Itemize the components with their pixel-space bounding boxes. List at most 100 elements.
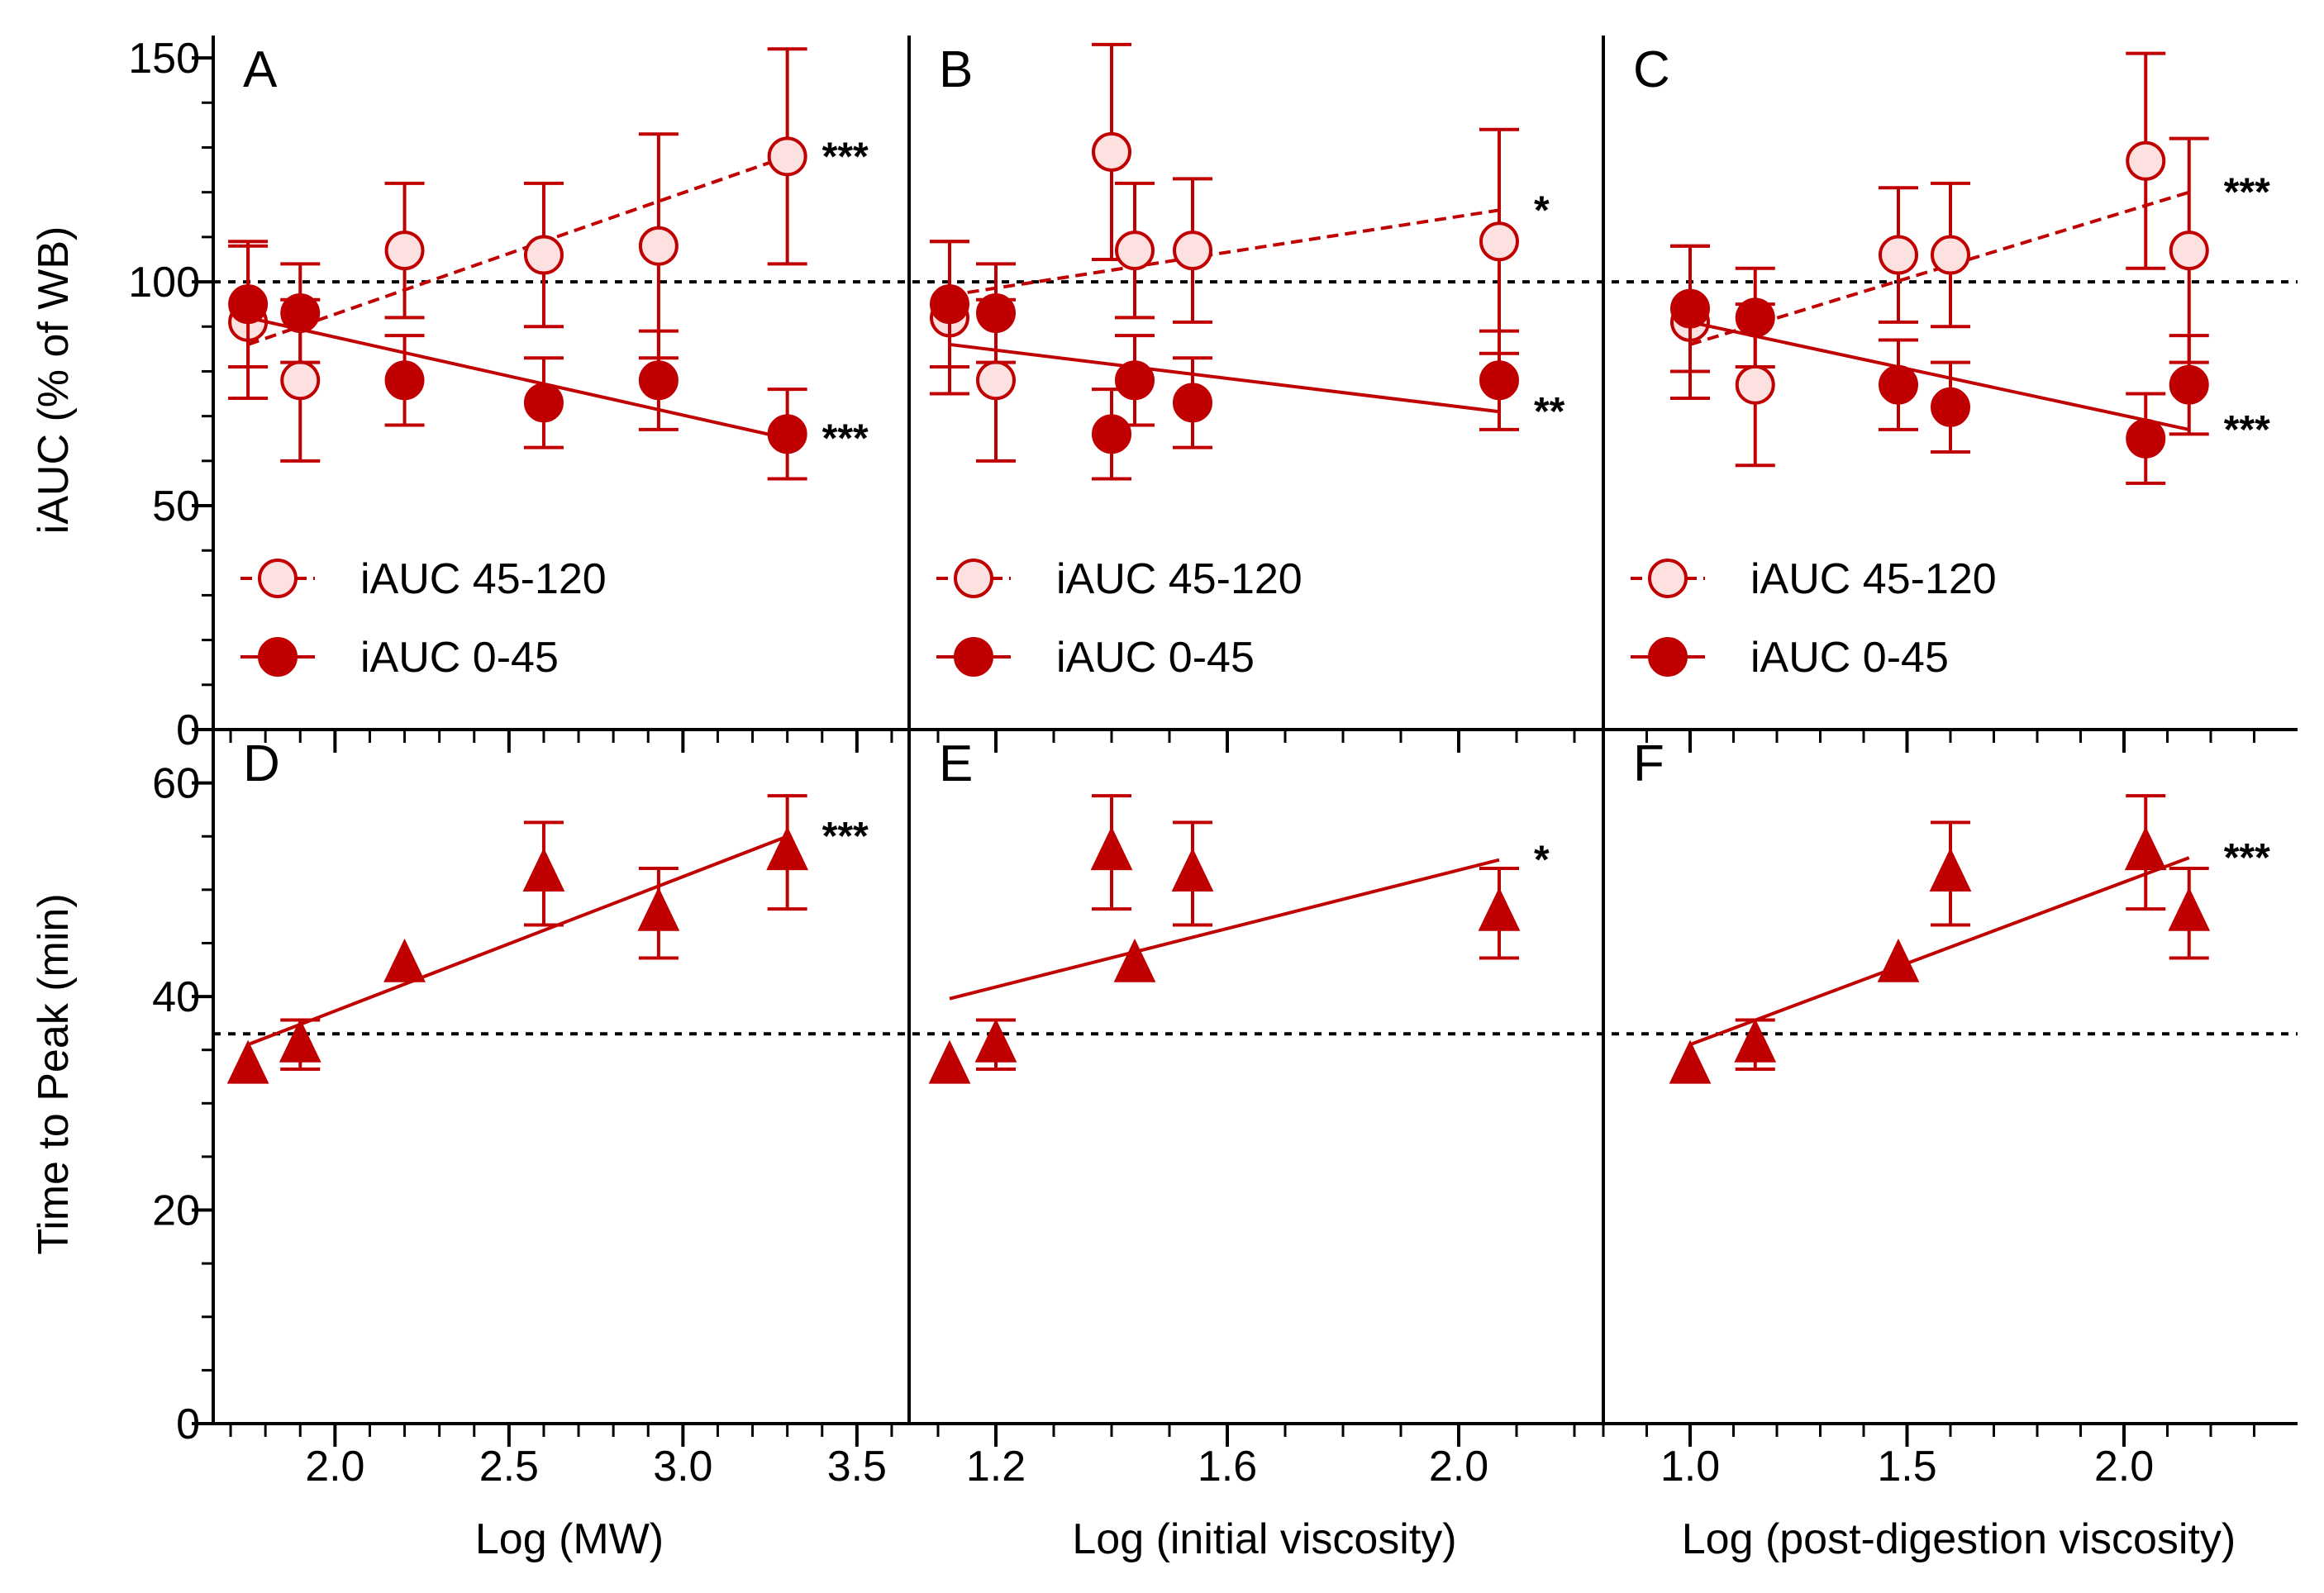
significance-label: *** [2224,836,2270,880]
data-point-triangle [383,938,426,982]
data-point-open-circle [1092,131,1131,172]
data-point-open-circle [1735,364,1775,405]
data-point-triangle [1113,938,1156,982]
panel-letter: D [243,735,280,792]
data-point-triangle [974,1018,1017,1063]
data-point-filled-circle [930,284,969,325]
regression-line [247,835,788,1047]
significance-label: * [1534,839,1550,882]
legend-label: iAUC 45-120 [1056,555,1302,603]
data-point-triangle [1171,847,1214,892]
y-axis-label-top: iAUC (% of WB) [30,226,78,535]
data-point-open-circle [1931,235,1970,275]
data-point-filled-circle [1173,383,1212,423]
data-point-filled-circle [1092,414,1131,454]
data-point-filled-circle [2169,364,2209,405]
data-point-triangle [1669,1039,1712,1084]
legend-marker [954,637,993,677]
data-point-filled-circle [976,293,1016,333]
data-point-open-circle [1115,231,1155,271]
legend-label: iAUC 0-45 [1750,634,1949,682]
data-point-filled-circle [767,414,807,454]
data-point-triangle [1478,887,1521,931]
panel-letter: B [939,41,973,98]
x-tick-label: 2.0 [2094,1443,2154,1491]
chart-frame-layer [192,36,2298,1447]
significance-label: ** [1534,390,1565,434]
regression-line [949,858,1500,1001]
data-point-triangle [637,887,680,931]
data-point-triangle [226,1039,269,1084]
data-point-filled-circle [384,360,425,401]
data-point-filled-circle [2126,418,2166,459]
x-axis-label: Log (initial viscosity) [1072,1515,1456,1563]
data-point-open-circle [2126,140,2166,181]
panel-letter: A [243,41,278,98]
panel-letter: C [1633,41,1670,98]
x-tick-label: 2.0 [305,1443,364,1491]
significance-label: *** [2224,171,2270,215]
data-point-filled-circle [1115,360,1155,401]
significance-label: *** [822,135,869,178]
x-tick-label: 1.6 [1198,1443,1257,1491]
legend-marker [1648,559,1688,598]
y-tick-label: 40 [152,973,200,1021]
legend-marker [954,559,993,598]
y-tick-label: 50 [152,483,200,530]
data-point-filled-circle [1670,288,1710,329]
data-point-open-circle [767,136,807,177]
panel-letter: E [939,735,973,792]
legend-label: iAUC 45-120 [360,555,607,603]
x-tick-label: 1.0 [1660,1443,1720,1491]
legend-label: iAUC 0-45 [1056,634,1255,682]
data-point-open-circle [280,360,321,401]
y-tick-label: 100 [128,259,200,307]
data-point-triangle [928,1039,971,1084]
data-point-triangle [1877,938,1920,982]
data-point-filled-circle [523,383,564,423]
data-point-triangle [2168,887,2211,931]
y-tick-label: 20 [152,1187,200,1235]
data-point-filled-circle [638,360,679,401]
data-point-filled-circle [1735,297,1775,338]
legend-marker [258,637,298,677]
chart-text-layer: iAUC (% of WB) Time to Peak (min) 0 50 100… [30,35,2270,1563]
x-tick-label: 3.5 [827,1443,887,1491]
data-point-open-circle [1479,221,1519,262]
x-tick-label: 1.5 [1877,1443,1936,1491]
regression-line [247,155,788,346]
y-tick-label: 150 [128,35,200,83]
data-point-filled-circle [1479,360,1519,401]
data-point-triangle [279,1018,321,1063]
regression-line [247,316,788,440]
data-point-open-circle [1879,235,1918,275]
chart-marks-layer [213,42,2298,1084]
data-point-filled-circle [1931,387,1970,427]
data-point-triangle [1090,826,1133,871]
regression-line [1689,856,2190,1047]
y-tick-label: 60 [152,760,200,808]
significance-label: * [1534,188,1550,232]
data-point-triangle [1929,847,1972,892]
significance-label: *** [822,417,869,461]
data-point-open-circle [523,235,564,275]
legend-label: iAUC 0-45 [360,634,559,682]
data-point-filled-circle [280,293,321,333]
data-point-filled-circle [228,284,269,325]
x-axis-label: Log (post-digestion viscosity) [1682,1515,2236,1563]
x-tick-label: 2.5 [479,1443,539,1491]
data-point-open-circle [384,231,425,271]
regression-line [1689,320,2190,431]
x-tick-label: 2.0 [1429,1443,1488,1491]
data-point-open-circle [1173,231,1212,271]
data-point-triangle [1734,1018,1777,1063]
y-tick-label: 0 [176,1400,200,1448]
significance-label: *** [2224,408,2270,452]
legend-marker [1648,637,1688,677]
significance-label: *** [822,815,869,858]
y-tick-label: 0 [176,706,200,754]
regression-line [949,342,1500,414]
x-tick-label: 3.0 [653,1443,712,1491]
legend-marker [258,559,298,598]
